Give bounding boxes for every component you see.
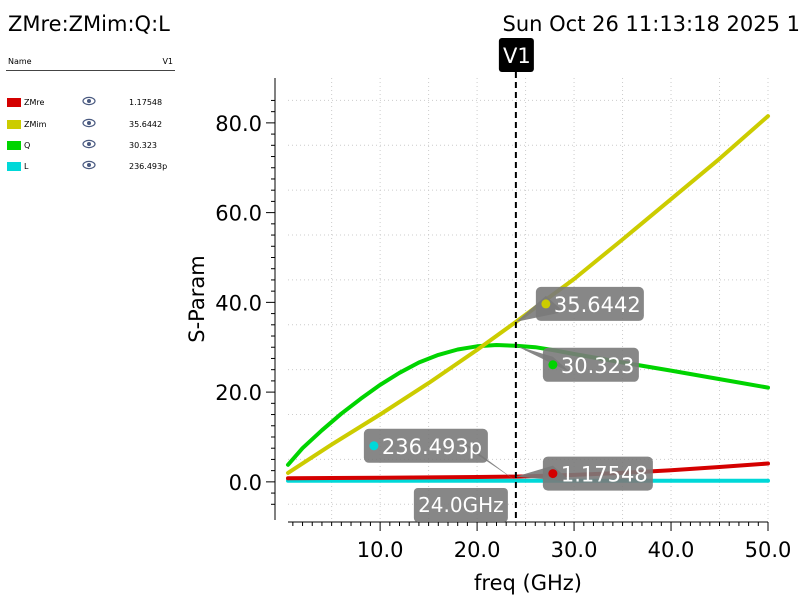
- legend-panel: Name V1 ZMre 1.17548 ZMim 35.6442 Q 30.3…: [6, 56, 175, 171]
- legend-swatch: [7, 98, 21, 107]
- legend-swatch: [7, 162, 21, 171]
- legend-item-label: ZMre: [24, 98, 45, 107]
- x-tick-label: 50.0: [745, 538, 792, 562]
- marker-x-value-label: 24.0GHz: [418, 493, 504, 517]
- legend-item-value: 35.6442: [129, 120, 163, 129]
- x-tick-label: 40.0: [648, 538, 695, 562]
- eye-icon[interactable]: [82, 96, 96, 108]
- callout-dot: [369, 441, 379, 451]
- legend-swatch: [7, 141, 21, 150]
- x-tick-label: 20.0: [454, 538, 501, 562]
- y-tick-label: 40.0: [215, 291, 262, 315]
- y-tick-label: 20.0: [215, 381, 262, 405]
- legend-item-zmim[interactable]: ZMim 35.6442: [6, 118, 175, 134]
- callout-value-q: 30.323: [561, 354, 634, 378]
- callout-box: [363, 428, 488, 463]
- series-line-zmim[interactable]: [286, 114, 770, 475]
- legend-item-zmre[interactable]: ZMre 1.17548: [6, 96, 175, 112]
- legend-item-label: L: [24, 162, 29, 171]
- legend-header-name: Name: [8, 57, 32, 66]
- callout-box: [542, 456, 653, 491]
- legend-item-label: ZMim: [24, 120, 47, 129]
- legend-header: Name V1: [6, 56, 175, 71]
- y-tick-label: 0.0: [229, 471, 262, 495]
- eye-icon[interactable]: [82, 160, 96, 172]
- legend-item-label: Q: [24, 141, 31, 150]
- callout-dot: [548, 360, 558, 370]
- y-tick-label: 60.0: [215, 202, 262, 226]
- legend-item-q[interactable]: Q 30.323: [6, 139, 175, 155]
- callout-value-zmim: 35.6442: [554, 293, 641, 317]
- marker-v1-flag[interactable]: [498, 38, 534, 72]
- legend-item-l[interactable]: L 236.493p: [6, 160, 175, 176]
- legend-header-column: V1: [162, 57, 173, 66]
- callout-box: [535, 286, 644, 321]
- series-line-q[interactable]: [286, 343, 770, 467]
- plot-title: ZMre:ZMim:Q:L: [8, 12, 170, 36]
- marker-v1-label: V1: [503, 44, 531, 68]
- x-axis-label: freq (GHz): [474, 571, 582, 595]
- callout-dot: [548, 469, 558, 479]
- eye-icon[interactable]: [82, 139, 96, 151]
- legend-swatch: [7, 120, 21, 129]
- callout-value-l: 236.493p: [382, 435, 482, 459]
- legend-item-value: 236.493p: [129, 162, 168, 171]
- callout-box: [542, 347, 639, 382]
- y-tick-label: 80.0: [215, 112, 262, 136]
- eye-icon[interactable]: [82, 118, 96, 130]
- y-axis-label: S-Param: [185, 255, 209, 342]
- marker-x-value-box: [413, 488, 508, 522]
- callout-value-zmre: 1.17548: [561, 463, 648, 487]
- legend-item-value: 30.323: [129, 141, 157, 150]
- timestamp: Sun Oct 26 11:13:18 2025 1: [502, 12, 800, 36]
- x-tick-label: 30.0: [551, 538, 598, 562]
- legend-item-value: 1.17548: [129, 98, 163, 107]
- callout-dot: [541, 299, 551, 309]
- x-tick-label: 10.0: [357, 538, 404, 562]
